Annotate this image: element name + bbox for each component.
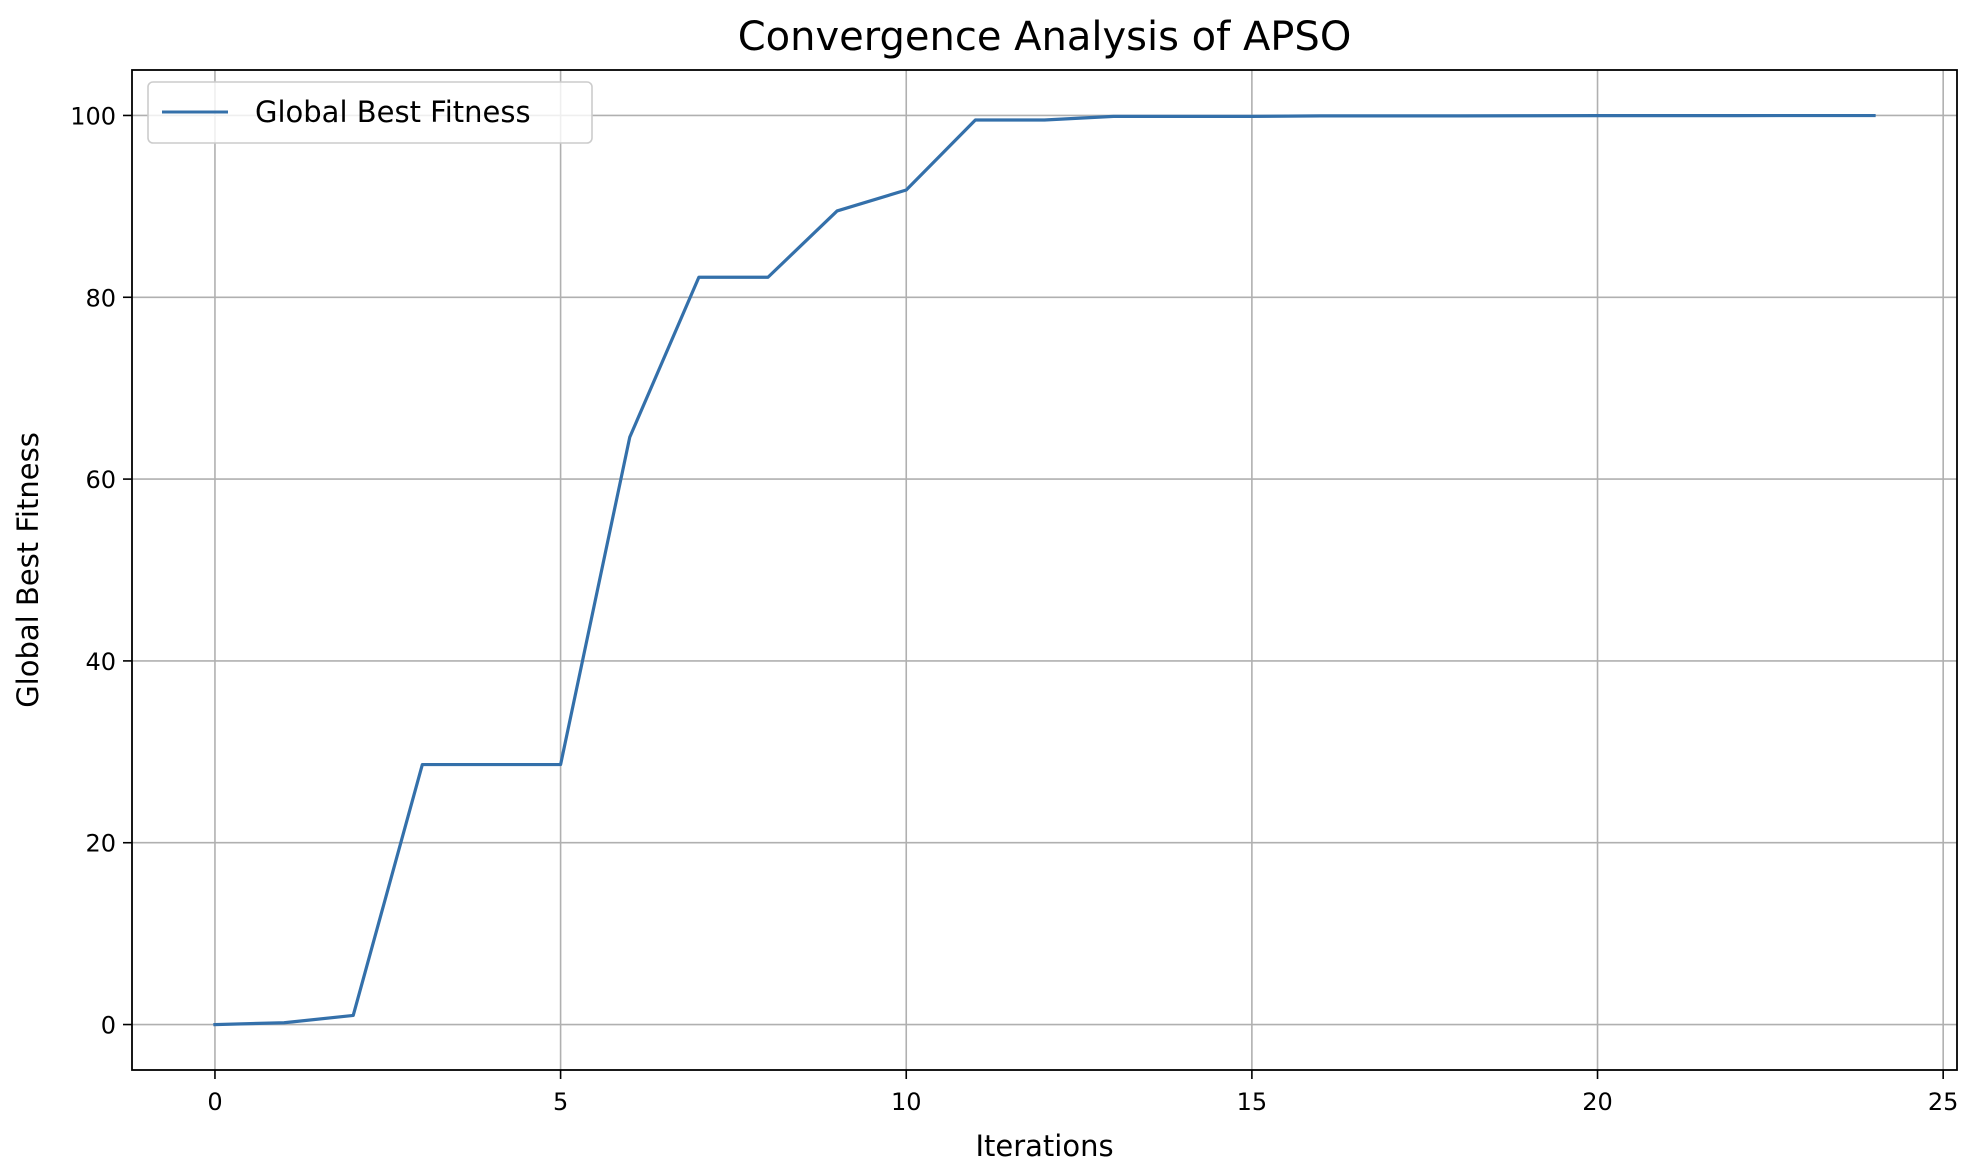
y-tick-label: 40 <box>85 648 116 676</box>
y-axis-label: Global Best Fitness <box>11 432 45 708</box>
x-tick-label: 25 <box>1928 1088 1959 1116</box>
y-tick-label: 0 <box>101 1012 116 1040</box>
x-tick-label: 15 <box>1237 1088 1268 1116</box>
x-axis-label: Iterations <box>975 1129 1113 1163</box>
legend-label-global-best-fitness: Global Best Fitness <box>255 95 531 129</box>
y-tick-label: 20 <box>85 830 116 858</box>
y-tick-label: 60 <box>85 466 116 494</box>
series-layer <box>213 113 1876 1027</box>
axis-ticks: 0 5 10 15 20 25 0 20 40 60 80 100 <box>70 102 1958 1116</box>
series-line-global-best-fitness <box>213 113 1876 1027</box>
x-tick-label: 0 <box>207 1088 222 1116</box>
plot-frame <box>131 69 1958 1071</box>
x-tick-label: 5 <box>553 1088 568 1116</box>
x-tick-label: 20 <box>1582 1088 1613 1116</box>
y-tick-label: 100 <box>70 102 116 130</box>
legend-box <box>147 81 593 144</box>
x-tick-label: 10 <box>891 1088 922 1116</box>
legend: Global Best Fitness <box>147 81 593 144</box>
y-tick-label: 80 <box>85 284 116 312</box>
chart-title: Convergence Analysis of APSO <box>738 14 1352 60</box>
